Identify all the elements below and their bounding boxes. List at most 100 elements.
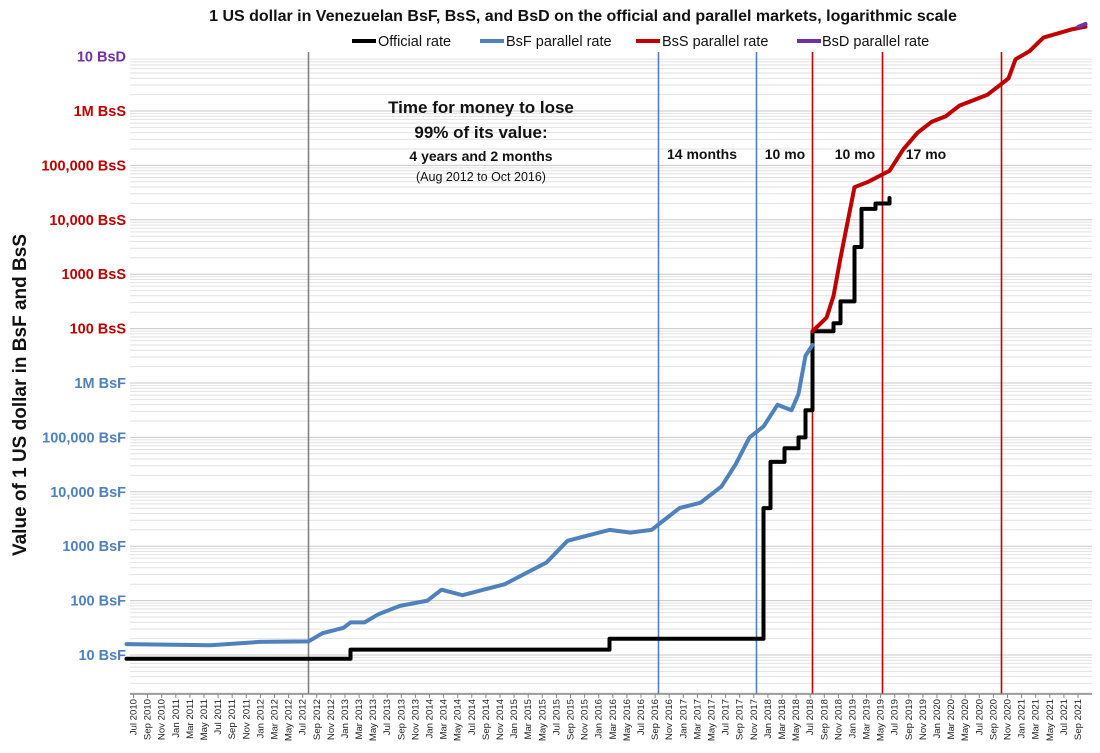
y-tick-label: 1M BsF xyxy=(74,376,126,392)
x-tick-label: Jul 2012 xyxy=(298,699,309,735)
y-tick-label: 10 BsD xyxy=(77,50,126,66)
x-tick-label: Mar 2017 xyxy=(692,699,703,740)
x-tick-label: Jan 2013 xyxy=(340,699,351,738)
grid xyxy=(130,58,1092,694)
y-tick-label: 100,000 BsS xyxy=(41,158,126,174)
x-tick-label: Mar 2014 xyxy=(439,698,450,739)
legend-label-official: Official rate xyxy=(378,34,451,50)
annotation-period-3: 10 mo xyxy=(835,146,875,162)
annotation-period-1: 14 months xyxy=(667,146,737,162)
series-line-bss-parallel-rate xyxy=(810,24,1088,334)
x-tick-label: May 2015 xyxy=(537,699,548,741)
x-tick-label: Nov 2019 xyxy=(918,699,929,740)
x-tick-label: Sep 2018 xyxy=(819,699,830,740)
x-tick-label: Sep 2012 xyxy=(312,699,323,740)
legend-label-bsd: BsD parallel rate xyxy=(822,34,929,50)
x-tick-label: May 2011 xyxy=(199,699,210,740)
x-tick-label: Jan 2017 xyxy=(678,699,689,738)
x-tick-label: May 2016 xyxy=(622,699,633,741)
x-tick-label: Jan 2011 xyxy=(171,699,182,738)
x-tick-label: Jul 2018 xyxy=(805,699,816,735)
x-tick-label: Mar 2016 xyxy=(608,699,619,740)
x-tick-label: Sep 2017 xyxy=(735,699,746,740)
chart-title: 1 US dollar in Venezuelan BsF, BsS, and … xyxy=(209,8,957,25)
annotations: Time for money to lose 99% of its value:… xyxy=(388,98,946,184)
x-tick-label: Jul 2014 xyxy=(467,698,478,735)
x-tick-label: Jul 2021 xyxy=(1059,699,1070,735)
x-tick-label: Jul 2017 xyxy=(721,699,732,735)
x-tick-label: Nov 2013 xyxy=(410,699,421,740)
x-tick-label: Jul 2011 xyxy=(213,699,224,735)
x-tick-label: Sep 2010 xyxy=(143,699,154,740)
x-tick-label: Sep 2020 xyxy=(988,699,999,740)
x-tick-label: Nov 2016 xyxy=(664,699,675,740)
x-tick-label: Jan 2016 xyxy=(594,699,605,738)
x-tick-label: Jul 2016 xyxy=(636,699,647,735)
x-tick-label: Sep 2019 xyxy=(904,699,915,740)
legend-label-bsf: BsF parallel rate xyxy=(506,34,612,50)
series-line-bsd-parallel-rate xyxy=(1076,22,1088,29)
x-tick-label: Jul 2013 xyxy=(382,699,393,735)
x-tick-label: Jan 2012 xyxy=(255,699,266,738)
x-tick-label: May 2021 xyxy=(1045,699,1056,741)
x-tick-label: Nov 2018 xyxy=(833,699,844,740)
x-tick-label: Mar 2020 xyxy=(946,699,957,740)
x-tick-label: Nov 2020 xyxy=(1003,699,1014,740)
annotation-line-3: 4 years and 2 months xyxy=(409,148,552,164)
x-tick-label: Nov 2014 xyxy=(495,698,506,740)
x-tick-label: Sep 2015 xyxy=(566,699,577,740)
x-tick-label: May 2020 xyxy=(960,699,971,741)
x-tick-label: Mar 2012 xyxy=(270,699,281,740)
annotation-line-4: (Aug 2012 to Oct 2016) xyxy=(416,170,546,184)
x-tick-label: Mar 2018 xyxy=(777,699,788,740)
x-axis: Jul 2010 Sep 2010 Nov 2010 Jan 2011 Mar 2011… xyxy=(129,693,1092,741)
y-axis-ticks: 10 BsF 100 BsF 1000 BsF 10,000 BsF 100,000 B… xyxy=(41,50,126,664)
y-tick-label: 1M BsS xyxy=(74,104,127,120)
y-tick-label: 10,000 BsF xyxy=(50,485,126,501)
x-tick-label: Mar 2013 xyxy=(354,699,365,740)
y-tick-label: 100,000 BsF xyxy=(42,430,126,446)
x-tick-label: May 2019 xyxy=(876,699,887,741)
y-tick-label: 1000 BsF xyxy=(62,539,126,555)
annotation-line-1: Time for money to lose xyxy=(388,98,574,117)
x-tick-label: Jan 2020 xyxy=(932,699,943,738)
x-tick-label: Mar 2021 xyxy=(1031,699,1042,740)
x-tick-label: Mar 2019 xyxy=(862,699,873,740)
x-tick-label: May 2012 xyxy=(284,699,295,741)
series-line-official-rate xyxy=(124,196,892,661)
x-tick-label: Jan 2018 xyxy=(763,699,774,738)
x-tick-label: May 2014 xyxy=(453,698,464,741)
y-tick-label: 100 BsS xyxy=(70,322,127,338)
y-tick-label: 1000 BsS xyxy=(62,267,127,283)
series-line-bsf-parallel-rate xyxy=(124,342,815,648)
annotation-line-2: 99% of its value: xyxy=(414,123,547,142)
x-tick-label: Jul 2020 xyxy=(974,699,985,735)
x-tick-label: Jul 2015 xyxy=(551,699,562,735)
y-tick-label: 100 BsF xyxy=(70,594,126,610)
x-tick-label: Nov 2011 xyxy=(241,699,252,739)
x-tick-label: May 2013 xyxy=(368,699,379,741)
x-tick-label: Mar 2015 xyxy=(523,699,534,740)
x-tick-label: Sep 2016 xyxy=(650,699,661,740)
x-tick-label: Nov 2012 xyxy=(326,699,337,740)
x-tick-label: Sep 2011 xyxy=(227,699,238,739)
y-axis-title: Value of 1 US dollar in BsF and BsS xyxy=(10,234,31,556)
x-tick-label: Jul 2019 xyxy=(890,699,901,735)
x-tick-label: May 2017 xyxy=(707,699,718,741)
y-tick-label: 10,000 BsS xyxy=(49,213,126,229)
series-lines xyxy=(124,22,1088,661)
x-tick-label: May 2018 xyxy=(791,699,802,741)
x-tick-label: Jan 2014 xyxy=(425,698,436,738)
x-tick-label: Mar 2011 xyxy=(185,699,196,739)
x-tick-label: Nov 2015 xyxy=(580,699,591,740)
x-tick-label: Sep 2013 xyxy=(396,699,407,740)
x-tick-label: Jul 2010 xyxy=(129,699,140,735)
x-tick-label: Jan 2021 xyxy=(1017,699,1028,738)
x-tick-label: Jan 2015 xyxy=(509,699,520,738)
y-tick-label: 10 BsF xyxy=(78,648,126,664)
legend: Official rate BsF parallel rate BsS para… xyxy=(352,34,929,50)
x-tick-label: Nov 2017 xyxy=(749,699,760,740)
x-tick-label: Nov 2010 xyxy=(157,699,168,740)
annotation-period-2: 10 mo xyxy=(765,146,805,162)
